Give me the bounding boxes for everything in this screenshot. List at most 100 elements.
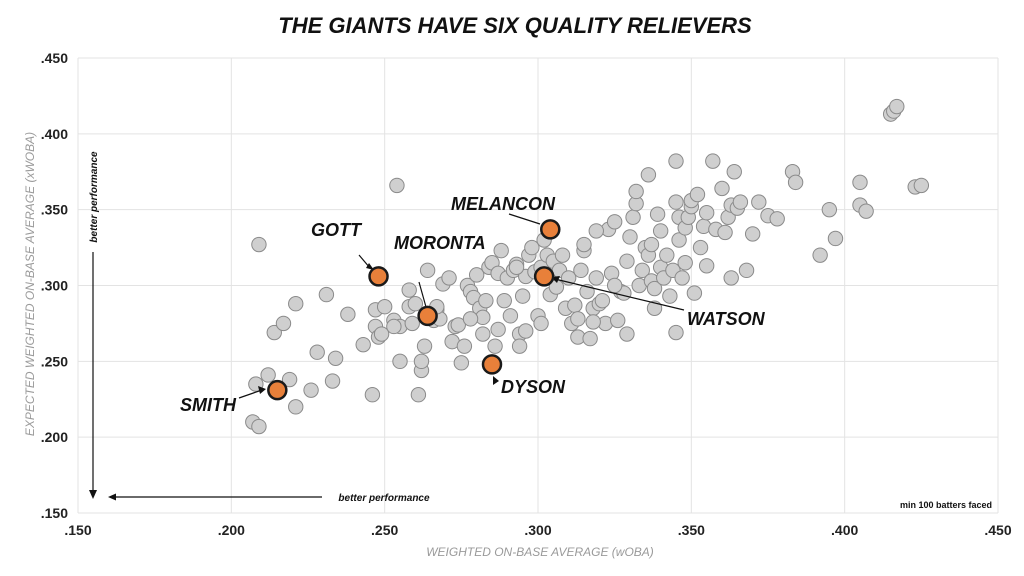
- background-points: [245, 98, 930, 435]
- data-point: [674, 270, 690, 286]
- y-tick-label: .450: [41, 50, 68, 66]
- data-point: [251, 236, 267, 253]
- data-point: [450, 317, 466, 333]
- x-tick-label: .400: [831, 522, 858, 538]
- data-point: [570, 311, 586, 327]
- x-better-arrowhead: [108, 493, 116, 501]
- highlight-point-dyson: [481, 354, 503, 375]
- data-point: [407, 296, 424, 312]
- data-point: [606, 277, 623, 294]
- label-gott: GOTT: [311, 220, 363, 240]
- data-point: [554, 247, 571, 263]
- highlighted-points: [267, 219, 561, 401]
- data-point: [511, 338, 528, 354]
- data-point: [588, 223, 604, 239]
- data-point: [738, 262, 755, 279]
- data-point: [606, 214, 623, 230]
- data-point: [410, 387, 427, 403]
- y-axis-title: EXPECTED WEIGHTED ON-BASE AVERAGE (xWOBA…: [23, 132, 37, 436]
- data-point: [524, 239, 540, 256]
- data-point: [260, 367, 276, 383]
- data-point: [588, 270, 604, 286]
- data-point: [686, 285, 703, 301]
- data-point: [668, 153, 684, 169]
- x-tick-label: .150: [64, 522, 91, 538]
- data-point: [628, 183, 644, 200]
- data-point: [389, 177, 405, 194]
- highlight-point-gott: [368, 266, 389, 287]
- data-point: [364, 387, 381, 403]
- data-point: [698, 258, 715, 274]
- smith-arrowhead: [258, 386, 266, 394]
- data-point: [318, 286, 335, 303]
- data-point: [582, 330, 598, 347]
- data-point: [619, 253, 635, 269]
- x-tick-label: .350: [678, 522, 705, 538]
- data-point: [732, 194, 749, 210]
- y-tick-label: .250: [41, 353, 68, 369]
- y-tick-label: .350: [41, 202, 68, 218]
- data-point: [913, 177, 930, 194]
- x-better-performance-note: better performance: [338, 493, 430, 504]
- dyson-arrowhead: [493, 376, 499, 385]
- data-point: [594, 292, 611, 309]
- data-point: [514, 288, 531, 304]
- data-point: [413, 353, 430, 370]
- data-point: [533, 315, 549, 332]
- data-point: [705, 153, 721, 169]
- x-tick-label: .450: [984, 522, 1011, 538]
- gott-arrowhead: [366, 263, 374, 270]
- data-point: [275, 315, 292, 332]
- data-point: [401, 282, 417, 298]
- data-point: [376, 299, 393, 315]
- y-tick-label: .150: [41, 505, 68, 521]
- data-point: [717, 224, 733, 241]
- chart-title: THE GIANTS HAVE SIX QUALITY RELIEVERS: [278, 13, 752, 38]
- y-tick-label: .200: [41, 429, 68, 445]
- data-point: [416, 338, 433, 354]
- data-point: [585, 314, 601, 330]
- data-point: [392, 353, 408, 370]
- data-point: [340, 306, 356, 323]
- label-smith: SMITH: [180, 395, 237, 415]
- data-point: [668, 194, 684, 210]
- y-tick-labels: .150 .200 .250 .300 .350 .400 .450: [41, 50, 68, 521]
- data-point: [671, 232, 687, 248]
- data-point: [487, 338, 503, 354]
- data-point: [251, 418, 267, 435]
- data-point: [266, 324, 282, 341]
- data-point: [625, 209, 641, 225]
- data-point: [812, 247, 828, 263]
- y-better-arrowhead: [89, 490, 97, 499]
- data-point: [303, 382, 319, 398]
- highlight-point-melancon: [540, 219, 561, 240]
- smith-leader: [238, 389, 263, 399]
- data-point: [496, 292, 512, 309]
- x-tick-label: .300: [524, 522, 551, 538]
- data-point: [659, 247, 675, 263]
- y-tick-label: .400: [41, 126, 68, 142]
- data-point: [646, 280, 663, 297]
- data-point: [324, 373, 341, 389]
- data-point: [281, 371, 298, 388]
- callouts: MELANCON GOTT MORONTA WATSON DYSON SMITH: [180, 194, 766, 415]
- data-point: [646, 300, 663, 316]
- data-point: [453, 355, 470, 371]
- data-point: [462, 311, 479, 327]
- data-point: [419, 262, 436, 279]
- grid-lines: [77, 57, 999, 514]
- data-point: [493, 242, 509, 259]
- data-point: [723, 270, 739, 286]
- label-dyson: DYSON: [501, 377, 566, 397]
- data-point: [573, 262, 589, 279]
- data-point: [622, 229, 638, 245]
- data-point: [889, 98, 905, 115]
- data-point: [787, 174, 804, 191]
- data-point: [508, 259, 525, 275]
- data-point: [751, 194, 767, 210]
- data-point: [726, 164, 742, 180]
- melancon-leader: [508, 213, 541, 225]
- y-better-performance-note: better performance: [89, 151, 100, 243]
- data-point: [692, 239, 709, 256]
